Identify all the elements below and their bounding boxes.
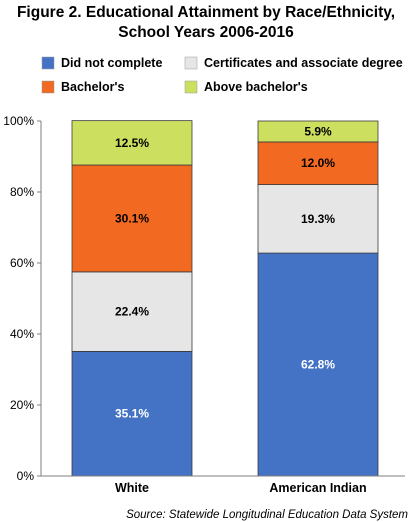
x-axis: White American Indian [41, 475, 405, 495]
y-tick-label: 40% [10, 327, 34, 341]
bar-value-label: 19.3% [301, 212, 335, 226]
y-tick-label: 100% [3, 114, 34, 128]
bar-segment [257, 141, 379, 185]
bar-value-label: 35.1% [115, 407, 149, 421]
legend-swatch [41, 80, 55, 94]
legend-swatch [41, 56, 55, 70]
legend-swatch [184, 56, 198, 70]
bar-value-label: 12.5% [115, 136, 149, 150]
legend-swatch [184, 80, 198, 94]
y-axis: 0% 20% 40% 60% 80% 100% [3, 114, 42, 483]
legend-label: Bachelor's [61, 80, 124, 94]
chart-title-line2: School Years 2006-2016 [118, 24, 294, 41]
bar-segment [257, 120, 379, 143]
bar-value-label: 30.1% [115, 211, 149, 225]
y-tick-label: 20% [10, 398, 34, 412]
bar-segment [257, 252, 379, 477]
bar-value-label: 5.9% [304, 124, 332, 138]
bar-segment [71, 164, 193, 273]
legend-label: Above bachelor's [204, 80, 308, 94]
bar-segment [71, 271, 193, 352]
y-tick-label: 80% [10, 185, 34, 199]
x-category-label: American Indian [269, 481, 366, 495]
bar-value-label: 62.8% [301, 358, 335, 372]
legend-label: Did not complete [61, 56, 162, 70]
y-tick-label: 0% [17, 469, 35, 483]
chart-title-line1: Figure 2. Educational Attainment by Race… [17, 4, 395, 21]
y-tick-label: 60% [10, 256, 34, 270]
bar-value-label: 22.4% [115, 305, 149, 319]
source-note: Source: Statewide Longitudinal Education… [126, 509, 408, 521]
legend: Did not complete Certificates and associa… [41, 56, 403, 94]
bar-value-label: 12.0% [301, 156, 335, 170]
bars: 35.1% 22.4% 30.1% 12.5% 62.8% 19.3% 12.0% 5.9% [71, 120, 379, 477]
bar-segment [257, 184, 379, 254]
legend-label: Certificates and associate degree [204, 56, 403, 70]
x-category-label: White [115, 481, 149, 495]
bar-segment [71, 120, 193, 166]
